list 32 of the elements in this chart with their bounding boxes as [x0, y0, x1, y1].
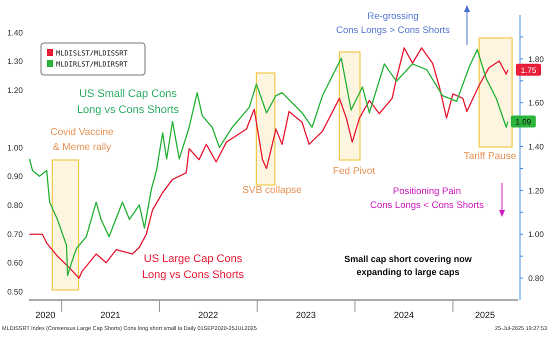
- data-label: 1.09: [516, 118, 532, 127]
- data-label: 1.75: [520, 66, 537, 75]
- x-tick-label: 2025: [475, 310, 496, 320]
- band-label: Tariff Pause: [464, 151, 517, 162]
- band-label: Covid Vaccine & Meme rally: [50, 127, 114, 153]
- x-tick-label: 2024: [394, 310, 414, 320]
- y-tick-label: 0.50: [7, 287, 24, 296]
- band-label: SVB collapse: [242, 185, 302, 196]
- y2-tick-label: 1.00: [528, 230, 544, 240]
- annotation: US Small Cap Cons Long vs Cons Shorts: [76, 88, 180, 116]
- y-tick-label: 0.60: [7, 258, 24, 268]
- y2-tick-label: 1.40: [528, 142, 544, 152]
- annotation: Positioning Pain Cons Longs < Cons Shorts: [370, 186, 484, 211]
- y2-tick-label: 1.60: [528, 98, 544, 108]
- y-tick-label: 1.20: [7, 86, 24, 95]
- x-tick-label: 2022: [198, 310, 218, 320]
- annotation: Re-grossing Cons Longs > Cons Shorts: [336, 11, 450, 36]
- y-tick-label: 0.70: [7, 230, 24, 239]
- y-tick-label: 1.30: [7, 57, 24, 66]
- y-tick-label: 0.90: [7, 172, 24, 182]
- y-tick-label: 1.40: [7, 28, 24, 38]
- band-label: Fed Pivot: [332, 166, 376, 177]
- x-tick-label: 2023: [296, 310, 316, 320]
- x-tick-label: 2021: [100, 310, 120, 320]
- y-tick-label: 1.00: [7, 143, 24, 152]
- y2-tick-label: 0.80: [528, 274, 544, 284]
- y2-tick-label: 1.20: [528, 186, 544, 196]
- x-tick-label: 2020: [35, 310, 56, 320]
- y-tick-label: 0.80: [7, 201, 24, 210]
- annotation: Small cap short covering now expanding to large caps: [344, 254, 473, 278]
- annotation: US Large Cap Cons Long vs Cons Shorts: [142, 253, 245, 281]
- y2-tick-label: 1.80: [528, 54, 544, 64]
